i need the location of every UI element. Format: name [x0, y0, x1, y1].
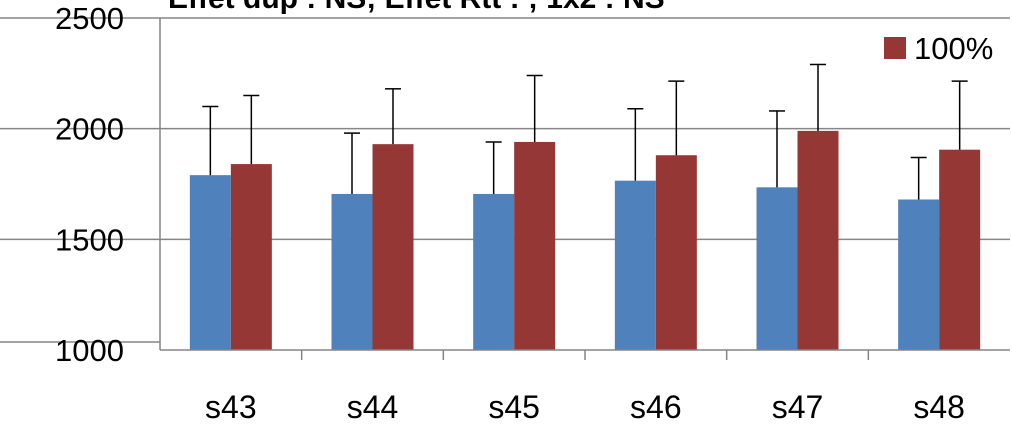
bar-s45-series-1	[473, 193, 515, 350]
y-tick-label: 1000	[55, 333, 124, 368]
legend: 100%	[884, 31, 993, 66]
bar-s46-series-1	[614, 180, 656, 350]
gridlines	[160, 17, 1010, 241]
y-tick-label: 2500	[55, 1, 124, 36]
bar-s47-series-2	[797, 130, 839, 350]
error-bars	[202, 63, 968, 200]
category-label-s48: s48	[913, 389, 965, 425]
category-label-s44: s44	[347, 389, 399, 425]
bar-s48-series-2	[939, 149, 981, 350]
y-tick-label: 1500	[55, 222, 124, 257]
x-category-labels: s43 s44 s45 s46 s47 s48	[205, 389, 965, 425]
bar-s43-series-2	[230, 164, 272, 350]
bar-s47-series-1	[756, 187, 798, 350]
category-label-s46: s46	[630, 389, 682, 425]
bar-s48-series-1	[898, 199, 940, 350]
bars	[189, 130, 981, 350]
y-tick-label: 2000	[55, 112, 124, 147]
axes	[0, 17, 1010, 360]
chart-title: Effet dup : NS; Effet Rtt : ; 1x2 : NS	[168, 0, 665, 15]
legend-label: 100%	[914, 31, 993, 66]
y-tick-labels: 1000 1500 2000 2500	[55, 1, 124, 368]
bar-s44-series-2	[372, 144, 414, 350]
legend-swatch-100%	[884, 37, 906, 59]
bar-s45-series-2	[514, 141, 556, 350]
bar-s43-series-1	[189, 175, 231, 350]
bar-s44-series-1	[331, 193, 373, 350]
category-label-s45: s45	[488, 389, 540, 425]
category-label-s47: s47	[772, 389, 824, 425]
bar-s46-series-2	[655, 155, 697, 350]
category-label-s43: s43	[205, 389, 257, 425]
